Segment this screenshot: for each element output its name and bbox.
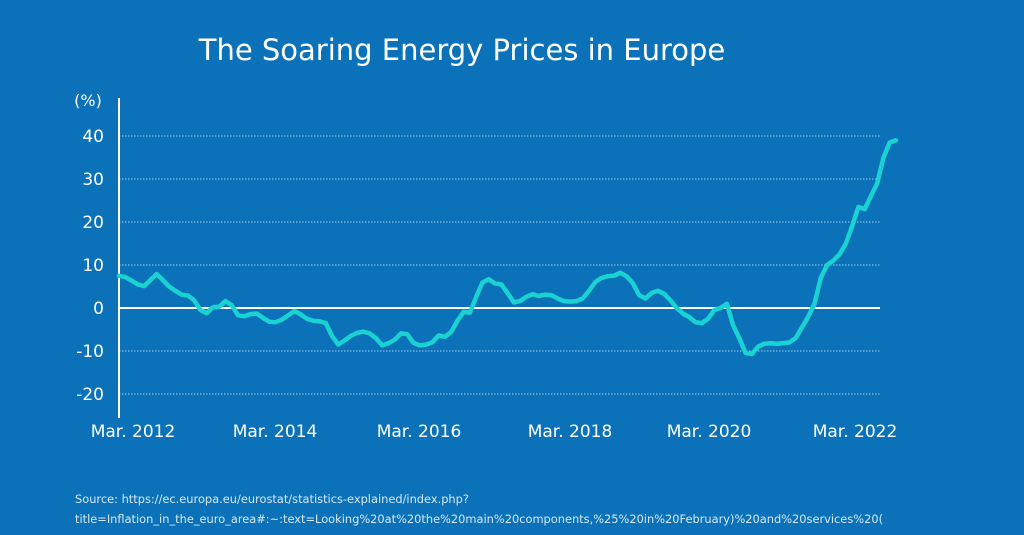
y-tick-labels: 40 30 20 10 0 -10 -20 (76, 127, 104, 405)
x-tick-label: Mar. 2018 (528, 422, 613, 442)
x-tick-label: Mar. 2020 (667, 422, 752, 442)
x-tick-label: Mar. 2012 (91, 422, 176, 442)
x-tick-label: Mar. 2022 (813, 422, 898, 442)
y-tick-label: 30 (82, 170, 104, 190)
y-tick-label: 10 (82, 256, 104, 276)
y-tick-label: 20 (82, 213, 104, 233)
y-tick-label: -20 (76, 385, 104, 405)
y-tick-label: 40 (82, 127, 104, 147)
y-tick-label: 0 (93, 299, 104, 319)
series-line (116, 138, 899, 357)
source-line-1: Source: https://ec.europa.eu/eurostat/st… (75, 492, 469, 506)
gridlines (119, 135, 880, 395)
y-axis-unit-label: (%) (74, 91, 102, 110)
source-note: Source: https://ec.europa.eu/eurostat/st… (75, 489, 1015, 529)
x-tick-label: Mar. 2014 (233, 422, 318, 442)
x-tick-label: Mar. 2016 (377, 422, 462, 442)
x-tick-labels: Mar. 2012 Mar. 2014 Mar. 2016 Mar. 2018 Mar.… (91, 422, 898, 442)
chart-title: The Soaring Energy Prices in Europe (198, 33, 726, 67)
source-line-2: title=Inflation_in_the_euro_area#:~:text… (75, 512, 884, 526)
y-tick-label: -10 (76, 342, 104, 362)
series-line-path (116, 138, 899, 357)
